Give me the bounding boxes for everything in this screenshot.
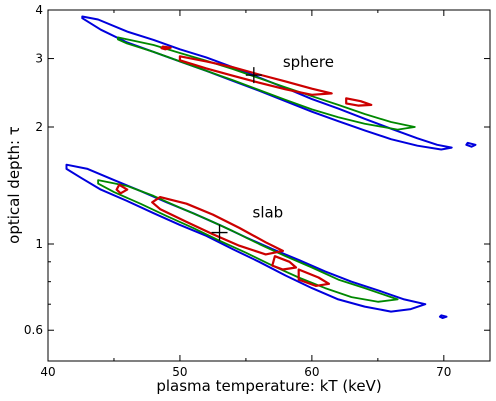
slab-contour-inner bbox=[297, 268, 331, 287]
sphere-contour-outer bbox=[465, 141, 477, 148]
sphere-contour-inner bbox=[345, 97, 373, 107]
contour-lines bbox=[65, 15, 477, 319]
plot-frame bbox=[47, 9, 491, 362]
slab-contour-inner bbox=[115, 183, 129, 195]
x-tick-label: 40 bbox=[40, 365, 55, 379]
x-tick-label: 50 bbox=[172, 365, 187, 379]
y-tick-label: 2 bbox=[35, 120, 43, 134]
annotation-sphere: sphere bbox=[283, 53, 334, 71]
sphere-best-fit-marker bbox=[245, 67, 262, 84]
slab-best-fit-marker bbox=[211, 224, 228, 241]
plot-background bbox=[48, 10, 490, 361]
x-tick-label: 60 bbox=[304, 365, 319, 379]
y-tick-label: 1 bbox=[35, 237, 43, 251]
sphere-contour-inner bbox=[178, 55, 333, 96]
slab-contour-outer bbox=[438, 314, 448, 319]
annotation-slab: slab bbox=[253, 203, 284, 221]
sphere-contour-inner bbox=[160, 45, 172, 51]
slab-contour-inner bbox=[151, 196, 284, 256]
slab-contour-middle bbox=[97, 179, 399, 303]
x-axis-label: plasma temperature: kT (keV) bbox=[156, 377, 381, 395]
y-tick-label: 0.6 bbox=[24, 323, 43, 337]
axis-ticks: 40 50 60 70 0.6 1 2 3 4 bbox=[24, 3, 490, 379]
y-axis-label: optical depth: τ bbox=[5, 126, 23, 244]
best-fit-markers bbox=[211, 67, 262, 241]
x-tick-label: 70 bbox=[436, 365, 451, 379]
y-tick-label: 4 bbox=[35, 3, 43, 17]
y-tick-label: 3 bbox=[35, 52, 43, 66]
slab-contour-inner bbox=[271, 255, 298, 271]
